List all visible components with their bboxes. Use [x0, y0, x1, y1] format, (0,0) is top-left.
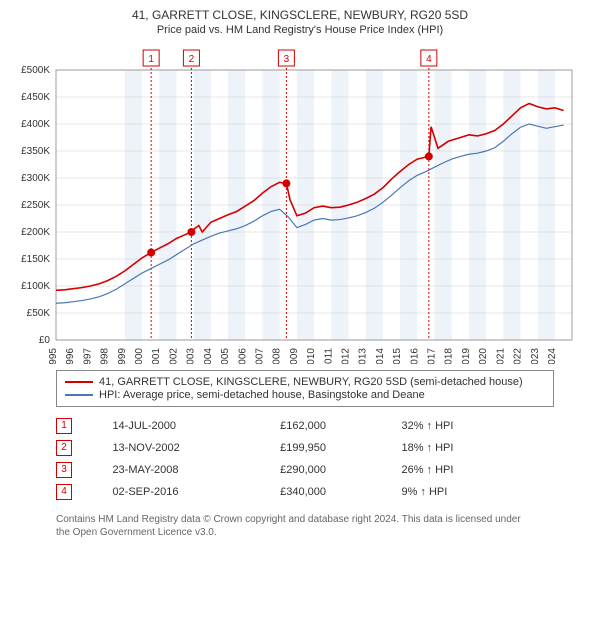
svg-text:2013: 2013	[358, 348, 369, 364]
tx-number-badge: 4	[56, 484, 72, 500]
legend-item-hpi: HPI: Average price, semi-detached house,…	[65, 389, 545, 401]
svg-text:2009: 2009	[289, 348, 300, 364]
svg-text:2010: 2010	[306, 348, 317, 364]
legend-label-price: 41, GARRETT CLOSE, KINGSCLERE, NEWBURY, …	[99, 376, 523, 388]
svg-text:2006: 2006	[237, 348, 248, 364]
svg-text:2023: 2023	[530, 348, 541, 364]
svg-text:1995: 1995	[48, 348, 59, 364]
transaction-row: 1 14-JUL-2000£162,00032% ↑ HPI	[56, 415, 536, 437]
tx-price: £340,000	[280, 481, 401, 503]
legend-swatch-price	[65, 381, 93, 383]
svg-text:2: 2	[189, 54, 195, 65]
tx-diff: 32% ↑ HPI	[401, 415, 536, 437]
svg-text:£0: £0	[39, 335, 51, 346]
svg-text:£150K: £150K	[21, 254, 50, 265]
tx-diff: 18% ↑ HPI	[401, 437, 536, 459]
svg-text:2005: 2005	[220, 348, 231, 364]
svg-text:2012: 2012	[340, 348, 351, 364]
svg-text:2015: 2015	[392, 348, 403, 364]
tx-date: 14-JUL-2000	[112, 415, 280, 437]
tx-number-badge: 1	[56, 418, 72, 434]
svg-text:2021: 2021	[495, 348, 506, 364]
svg-text:2001: 2001	[151, 348, 162, 364]
chart-title: 41, GARRETT CLOSE, KINGSCLERE, NEWBURY, …	[8, 8, 592, 22]
svg-text:1996: 1996	[65, 348, 76, 364]
tx-date: 13-NOV-2002	[112, 437, 280, 459]
svg-text:£100K: £100K	[21, 281, 50, 292]
tx-price: £199,950	[280, 437, 401, 459]
svg-text:1999: 1999	[117, 348, 128, 364]
svg-text:2016: 2016	[409, 348, 420, 364]
svg-text:2000: 2000	[134, 348, 145, 364]
tx-diff: 9% ↑ HPI	[401, 481, 536, 503]
tx-number-badge: 2	[56, 440, 72, 456]
svg-text:£450K: £450K	[21, 92, 50, 103]
svg-text:£500K: £500K	[21, 65, 50, 76]
chart-subtitle: Price paid vs. HM Land Registry's House …	[8, 24, 592, 36]
svg-text:2014: 2014	[375, 348, 386, 364]
svg-text:2019: 2019	[461, 348, 472, 364]
svg-text:£50K: £50K	[27, 308, 51, 319]
svg-text:2011: 2011	[323, 348, 334, 364]
chart-area: £0 £50K £100K £150K £200K £250K £300K £350K £400…	[8, 44, 592, 364]
svg-text:£400K: £400K	[21, 119, 50, 130]
svg-text:1: 1	[148, 54, 154, 65]
tx-date: 02-SEP-2016	[112, 481, 280, 503]
svg-text:2003: 2003	[186, 348, 197, 364]
svg-text:1998: 1998	[100, 348, 111, 364]
transactions-table: 1 14-JUL-2000£162,00032% ↑ HPI 2 13-NOV-200…	[56, 415, 536, 503]
svg-text:2018: 2018	[444, 348, 455, 364]
svg-text:£350K: £350K	[21, 146, 50, 157]
tx-price: £290,000	[280, 459, 401, 481]
svg-text:2020: 2020	[478, 348, 489, 364]
legend-swatch-hpi	[65, 394, 93, 396]
tx-diff: 26% ↑ HPI	[401, 459, 536, 481]
legend-label-hpi: HPI: Average price, semi-detached house,…	[99, 389, 425, 401]
legend-item-price: 41, GARRETT CLOSE, KINGSCLERE, NEWBURY, …	[65, 376, 545, 388]
transaction-row: 3 23-MAY-2008£290,00026% ↑ HPI	[56, 459, 536, 481]
svg-text:2008: 2008	[272, 348, 283, 364]
svg-text:2024: 2024	[547, 348, 558, 364]
svg-text:4: 4	[426, 54, 432, 65]
svg-text:£250K: £250K	[21, 200, 50, 211]
svg-text:2017: 2017	[427, 348, 438, 364]
svg-text:£200K: £200K	[21, 227, 50, 238]
svg-text:3: 3	[284, 54, 290, 65]
svg-text:2022: 2022	[513, 348, 524, 364]
tx-price: £162,000	[280, 415, 401, 437]
svg-text:£300K: £300K	[21, 173, 50, 184]
transaction-row: 2 13-NOV-2002£199,95018% ↑ HPI	[56, 437, 536, 459]
footer-attribution: Contains HM Land Registry data © Crown c…	[56, 513, 536, 539]
transaction-row: 4 02-SEP-2016£340,0009% ↑ HPI	[56, 481, 536, 503]
svg-text:2004: 2004	[203, 348, 214, 364]
tx-number-badge: 3	[56, 462, 72, 478]
svg-text:1997: 1997	[82, 348, 93, 364]
price-chart-svg: £0 £50K £100K £150K £200K £250K £300K £350K £400…	[8, 44, 592, 364]
svg-text:2007: 2007	[254, 348, 265, 364]
svg-text:2002: 2002	[168, 348, 179, 364]
tx-date: 23-MAY-2008	[112, 459, 280, 481]
legend: 41, GARRETT CLOSE, KINGSCLERE, NEWBURY, …	[56, 370, 554, 407]
